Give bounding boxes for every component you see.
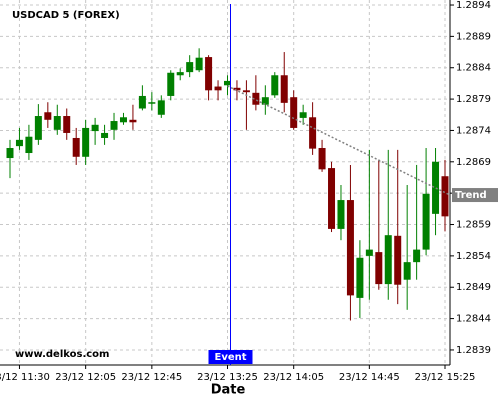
y-tick-label: 1.2854 bbox=[456, 251, 491, 262]
candle-body bbox=[394, 235, 402, 285]
candle-body bbox=[214, 86, 222, 91]
x-tick-label: 23/12 15:25 bbox=[415, 372, 476, 383]
x-tick-label: 23/12 13:25 bbox=[197, 372, 258, 383]
candle-body bbox=[186, 62, 194, 73]
candle-body bbox=[129, 119, 137, 123]
candle-body bbox=[290, 97, 298, 128]
candle-body bbox=[34, 116, 42, 140]
candle-body bbox=[53, 116, 61, 130]
candle-body bbox=[318, 148, 326, 170]
candle-body bbox=[119, 117, 127, 123]
candle-body bbox=[25, 136, 33, 154]
candle-body bbox=[138, 95, 146, 109]
candle-body bbox=[82, 127, 90, 157]
x-axis-title: Date bbox=[211, 383, 246, 398]
candle-body bbox=[261, 97, 269, 105]
candles bbox=[6, 48, 449, 321]
candle-body bbox=[432, 161, 440, 214]
candle-body bbox=[224, 80, 231, 86]
candle-body bbox=[205, 57, 213, 91]
candle-body bbox=[15, 139, 23, 147]
candle-body bbox=[176, 72, 184, 76]
candle-body bbox=[375, 252, 383, 285]
y-tick-label: 1.2889 bbox=[456, 31, 491, 42]
y-tick-label: 1.2844 bbox=[456, 314, 491, 325]
candle-body bbox=[299, 112, 307, 118]
candle-body bbox=[280, 75, 288, 103]
candle-body bbox=[63, 116, 71, 133]
event-label-box bbox=[208, 350, 253, 364]
candle-body bbox=[72, 137, 80, 157]
trend-label-box bbox=[452, 188, 498, 203]
x-tick-label: 23/12 11:30 bbox=[0, 372, 50, 383]
candle-body bbox=[356, 257, 364, 298]
candle-body bbox=[242, 90, 250, 93]
candle-body bbox=[365, 249, 373, 256]
trend-label: Trend bbox=[455, 190, 487, 201]
candle-body bbox=[252, 92, 260, 105]
grid bbox=[0, 0, 450, 365]
candle-body bbox=[233, 87, 241, 91]
y-tick-label: 1.2869 bbox=[456, 157, 491, 168]
chart-title: USDCAD 5 (FOREX) bbox=[12, 10, 120, 21]
candle-body bbox=[384, 235, 392, 285]
candle-body bbox=[271, 75, 279, 96]
x-tick-label: 23/12 12:45 bbox=[121, 372, 182, 383]
candle-body bbox=[413, 249, 421, 263]
candle-body bbox=[337, 200, 345, 229]
candle-body bbox=[157, 100, 165, 115]
candle-body bbox=[91, 124, 99, 132]
candle-body bbox=[441, 176, 449, 217]
candle-body bbox=[148, 102, 156, 104]
y-tick-label: 1.2884 bbox=[456, 63, 491, 74]
candle-body bbox=[403, 262, 411, 280]
candle-body bbox=[6, 148, 14, 159]
y-tick-label: 1.2849 bbox=[456, 282, 491, 293]
candle-body bbox=[101, 132, 109, 138]
y-tick-label: 1.2894 bbox=[456, 0, 491, 11]
x-tick-label: 23/12 14:05 bbox=[263, 372, 324, 383]
candle-body bbox=[195, 57, 203, 71]
candle-body bbox=[44, 112, 52, 120]
y-tick-label: 1.2879 bbox=[456, 94, 491, 105]
trend-line bbox=[227, 85, 451, 196]
y-tick-label: 1.2839 bbox=[456, 345, 491, 356]
candle-body bbox=[309, 117, 317, 149]
candle-body bbox=[167, 72, 175, 96]
watermark: www.delkos.com bbox=[15, 349, 109, 360]
x-tick-label: 23/12 12:05 bbox=[55, 372, 116, 383]
candle-body bbox=[346, 200, 354, 296]
event-label: Event bbox=[214, 352, 246, 363]
candle-body bbox=[110, 121, 118, 130]
y-tick-label: 1.2859 bbox=[456, 220, 491, 231]
candle-body bbox=[422, 193, 430, 250]
y-tick-label: 1.2874 bbox=[456, 125, 491, 136]
x-tick-label: 23/12 14:45 bbox=[339, 372, 400, 383]
candle-body bbox=[328, 168, 336, 229]
